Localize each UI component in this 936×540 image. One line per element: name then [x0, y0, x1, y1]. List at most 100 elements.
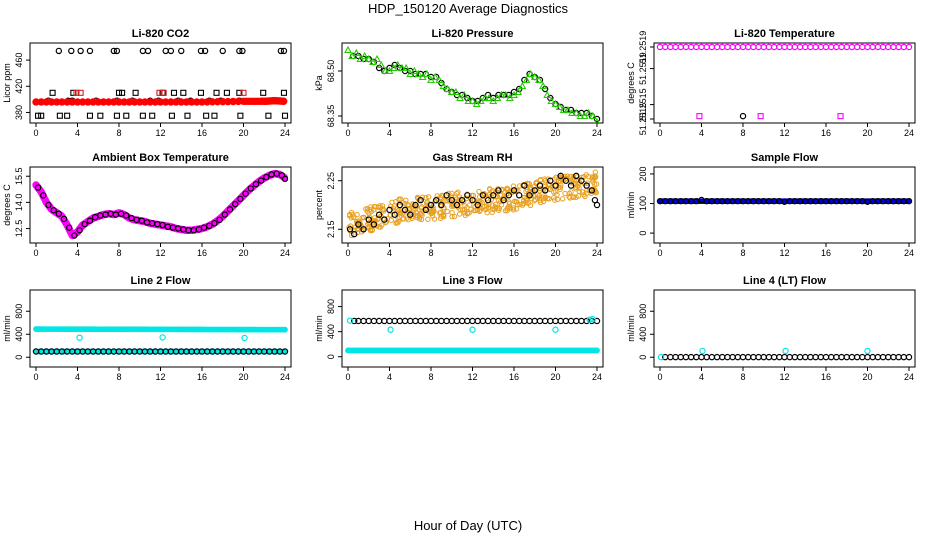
y-tick-label: 2.15	[326, 221, 336, 239]
series-pressure-samples	[344, 45, 600, 123]
data-point	[729, 353, 736, 361]
band-point	[394, 220, 401, 226]
band-point	[554, 191, 560, 198]
band-point	[456, 211, 463, 217]
data-point	[568, 108, 577, 117]
data-point	[113, 47, 121, 55]
band-point	[449, 190, 455, 197]
data-point	[765, 353, 773, 361]
data-point	[531, 187, 538, 194]
x-tick-label: 12	[467, 248, 477, 258]
data-point	[453, 317, 461, 325]
band-point	[437, 194, 444, 201]
y-tick-label: 400	[638, 327, 648, 342]
band-point	[455, 189, 461, 195]
data-point	[443, 192, 450, 199]
x-tick-label: 12	[779, 128, 789, 138]
data-point	[739, 353, 747, 361]
data-point	[469, 326, 476, 333]
data-point	[237, 112, 244, 119]
data-point	[386, 317, 393, 325]
data-point	[360, 51, 369, 60]
x-tick-label: 8	[116, 128, 121, 138]
data-point	[490, 192, 497, 199]
band-point	[589, 177, 595, 183]
y-tick-label: 14.0	[14, 194, 24, 212]
band-point	[527, 202, 534, 209]
data-point	[755, 43, 762, 51]
data-point	[551, 99, 560, 108]
data-point	[713, 353, 721, 361]
data-point	[431, 72, 440, 81]
band-point	[388, 217, 394, 223]
data-point	[375, 317, 383, 325]
band-point	[487, 186, 493, 193]
data-point	[510, 187, 518, 194]
band-point	[570, 173, 576, 180]
x-tick-label: 12	[155, 248, 165, 258]
data-point	[515, 192, 523, 199]
series-level-410-markers	[49, 89, 288, 96]
data-point	[885, 43, 892, 51]
series-rh-band-center	[346, 169, 600, 238]
x-tick-label: 12	[155, 372, 165, 382]
data-point	[260, 89, 267, 96]
x-tick-label: 24	[280, 128, 290, 138]
data-point	[469, 317, 476, 325]
data-point	[474, 317, 481, 325]
data-point	[396, 317, 404, 325]
x-tick-label: 4	[699, 128, 704, 138]
data-point	[223, 89, 230, 96]
band-point	[510, 205, 517, 211]
data-layer	[32, 47, 289, 119]
band-point	[449, 213, 455, 220]
x-tick-label: 20	[862, 372, 872, 382]
x-tick-label: 8	[740, 372, 745, 382]
data-point	[864, 347, 871, 355]
data-point	[184, 112, 191, 119]
data-point	[280, 97, 288, 105]
data-point	[123, 212, 130, 219]
data-point	[682, 353, 690, 361]
data-point	[589, 315, 597, 323]
x-tick-label: 20	[550, 372, 560, 382]
band-point	[502, 195, 508, 202]
data-point	[55, 47, 63, 55]
data-point	[843, 43, 850, 51]
data-point	[802, 43, 809, 51]
x-tick-label: 24	[592, 128, 602, 138]
band-point	[282, 326, 288, 333]
data-point	[365, 317, 372, 325]
data-point	[464, 192, 471, 199]
band-point	[521, 197, 527, 204]
data-point	[786, 353, 793, 361]
data-point	[879, 353, 887, 361]
band-point	[471, 207, 477, 214]
data-point	[417, 196, 424, 204]
data-point	[900, 43, 908, 51]
data-point	[713, 43, 721, 51]
data-point	[833, 43, 840, 51]
data-point	[776, 43, 783, 51]
data-point	[905, 197, 913, 205]
data-point	[497, 90, 506, 99]
data-layer	[656, 43, 913, 120]
y-axis-label: ml/min	[2, 315, 12, 342]
data-point	[534, 75, 543, 84]
x-tick-label: 0	[657, 372, 662, 382]
data-point	[113, 112, 120, 119]
band-point	[507, 205, 514, 212]
data-point	[257, 177, 265, 184]
series-sample-flow-mean	[656, 196, 913, 205]
data-layer	[346, 169, 601, 238]
data-point	[377, 60, 386, 69]
data-point	[588, 187, 596, 194]
band-point	[412, 206, 418, 212]
data-point	[552, 326, 559, 333]
data-point	[760, 43, 767, 51]
panel-title: Li-820 Temperature	[734, 28, 835, 40]
data-point	[848, 43, 856, 51]
band-point	[589, 174, 595, 180]
data-point	[812, 353, 819, 361]
y-tick-label: 12.5	[14, 220, 24, 238]
